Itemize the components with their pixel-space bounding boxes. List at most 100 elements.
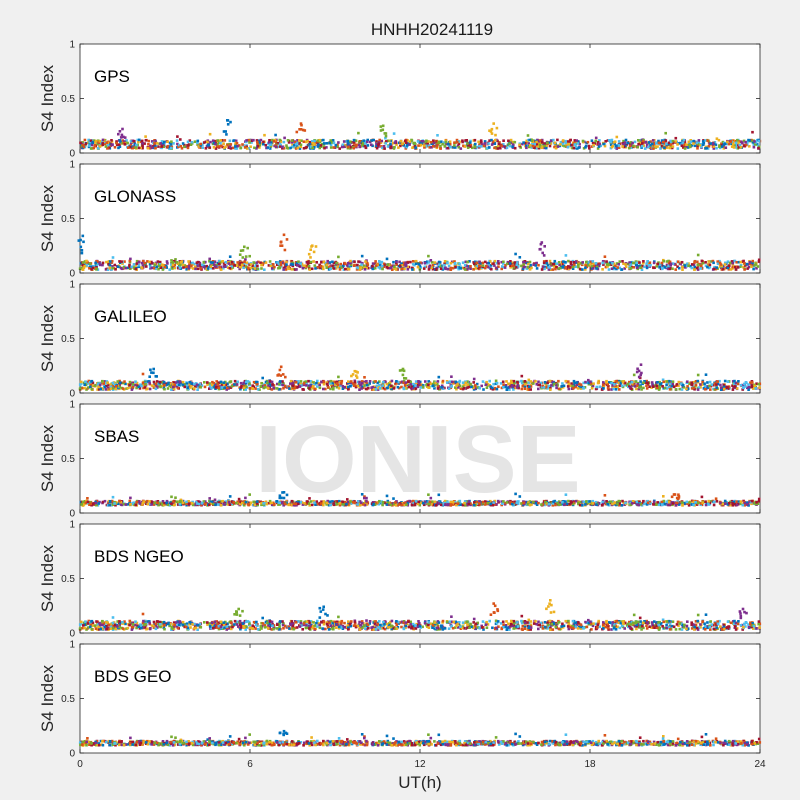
data-point xyxy=(226,382,229,385)
data-point xyxy=(360,263,363,266)
data-point xyxy=(528,385,531,388)
data-point xyxy=(285,263,288,266)
data-point xyxy=(751,381,754,384)
data-point xyxy=(753,264,756,267)
data-point xyxy=(660,261,664,265)
data-point xyxy=(115,143,119,147)
data-point xyxy=(259,138,263,142)
data-point xyxy=(312,381,315,384)
data-point xyxy=(500,500,503,503)
data-point xyxy=(325,381,329,384)
data-point xyxy=(644,140,648,144)
data-point xyxy=(721,140,725,144)
data-point xyxy=(257,139,261,143)
data-point xyxy=(314,267,317,270)
data-point xyxy=(111,265,114,268)
data-point xyxy=(363,384,366,387)
data-point xyxy=(228,380,232,384)
data-point xyxy=(134,264,138,267)
data-point xyxy=(472,268,475,271)
data-point xyxy=(452,146,455,149)
data-point xyxy=(298,385,302,388)
data-point xyxy=(206,267,210,270)
data-point xyxy=(248,382,251,385)
data-point xyxy=(307,379,310,383)
data-point xyxy=(742,386,745,390)
data-point xyxy=(447,146,450,150)
data-point xyxy=(256,142,259,146)
data-point xyxy=(272,263,275,266)
data-point xyxy=(315,500,318,503)
data-point xyxy=(385,140,388,143)
data-point xyxy=(731,384,734,387)
data-point xyxy=(281,147,284,150)
data-point xyxy=(362,139,365,142)
data-point xyxy=(642,386,645,390)
data-point xyxy=(137,140,140,144)
data-point xyxy=(546,266,549,269)
data-point xyxy=(758,386,761,389)
data-point xyxy=(474,142,477,146)
data-point xyxy=(541,251,544,255)
data-point xyxy=(356,371,359,374)
data-point xyxy=(363,268,367,271)
data-point xyxy=(671,141,674,145)
data-point xyxy=(306,139,309,143)
data-point xyxy=(736,266,740,269)
data-point xyxy=(226,123,230,126)
data-point xyxy=(587,144,591,148)
data-point xyxy=(549,387,552,390)
data-point xyxy=(487,142,490,145)
data-point xyxy=(146,146,150,150)
data-point xyxy=(505,146,509,150)
data-point xyxy=(108,266,112,270)
data-point xyxy=(109,142,113,145)
data-point xyxy=(671,267,674,270)
data-point xyxy=(398,264,402,268)
data-point xyxy=(736,382,740,386)
data-point xyxy=(114,268,117,271)
data-point xyxy=(698,144,702,147)
data-point xyxy=(404,263,407,266)
data-point xyxy=(555,262,559,265)
data-point xyxy=(621,145,624,148)
data-point xyxy=(674,268,677,271)
data-point xyxy=(516,265,520,268)
data-point xyxy=(325,382,329,386)
data-point xyxy=(343,386,346,389)
data-point xyxy=(316,145,320,148)
data-point xyxy=(509,384,512,387)
data-point xyxy=(88,262,92,265)
data-point xyxy=(311,140,314,143)
data-point xyxy=(479,262,482,265)
data-point xyxy=(647,145,650,149)
data-point xyxy=(195,383,199,386)
data-point xyxy=(744,143,748,147)
data-point xyxy=(358,140,362,143)
data-point xyxy=(528,144,532,147)
data-point xyxy=(349,140,352,143)
data-point xyxy=(756,265,760,268)
data-point xyxy=(320,261,323,264)
data-point xyxy=(173,383,176,387)
data-point xyxy=(276,263,279,266)
data-point xyxy=(414,387,418,390)
data-point xyxy=(706,381,709,384)
data-point xyxy=(205,264,208,268)
data-point xyxy=(241,263,244,267)
data-point xyxy=(535,140,538,144)
data-point xyxy=(507,382,511,386)
data-point xyxy=(466,267,469,271)
data-point xyxy=(557,267,560,270)
data-point xyxy=(504,384,508,387)
data-point xyxy=(78,267,82,270)
data-point xyxy=(356,263,359,267)
data-point xyxy=(497,145,500,148)
data-point xyxy=(352,146,355,150)
data-point xyxy=(466,380,469,383)
data-point xyxy=(750,385,753,389)
data-point xyxy=(98,382,102,385)
data-point xyxy=(118,139,122,142)
data-point xyxy=(563,144,566,148)
data-point-spike xyxy=(226,119,229,122)
